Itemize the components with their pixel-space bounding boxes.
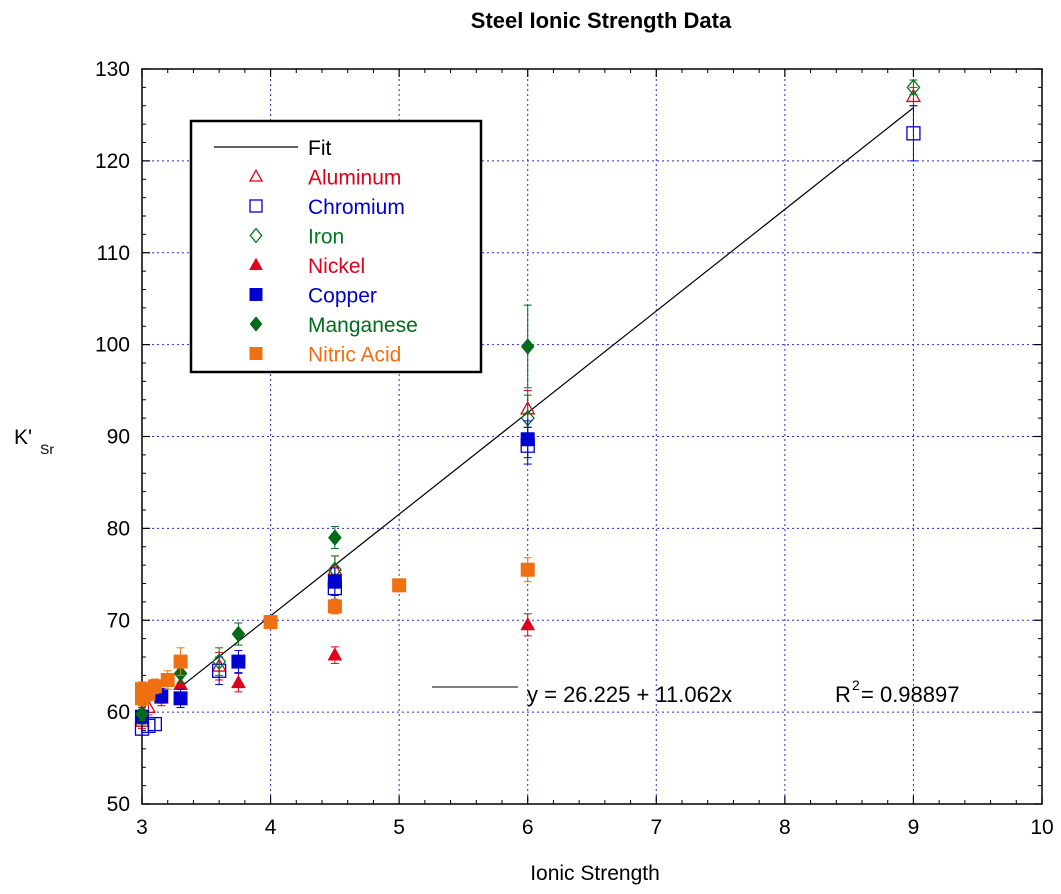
y-tick-label: 70 bbox=[107, 609, 130, 632]
data-point-copper bbox=[520, 432, 535, 447]
data-point-nitric-acid bbox=[263, 615, 278, 630]
y-tick-label: 80 bbox=[107, 517, 130, 540]
y-tick-label: 100 bbox=[95, 334, 130, 357]
data-point-iron bbox=[906, 78, 921, 96]
legend-marker-nitric-acid bbox=[249, 347, 263, 360]
legend-marker-manganese bbox=[249, 316, 263, 332]
legend-label-nitric-acid: Nitric Acid bbox=[308, 344, 401, 367]
data-point-nitric-acid bbox=[160, 672, 175, 687]
axis-ticks: 3 4 5 6 7 8 9 10 50 60 70 80 90 100 110 120 130 bbox=[95, 58, 1054, 839]
y-tick-label: 90 bbox=[107, 426, 130, 449]
x-tick-label: 9 bbox=[908, 816, 920, 839]
legend-label-iron: Iron bbox=[308, 226, 344, 249]
x-tick-label: 7 bbox=[650, 816, 662, 839]
data-point-copper bbox=[173, 691, 188, 706]
legend-fit-label: Fit bbox=[308, 137, 331, 160]
legend-label-nickel: Nickel bbox=[308, 255, 365, 278]
x-tick-label: 6 bbox=[522, 816, 534, 839]
legend-label-chromium: Chromium bbox=[308, 196, 405, 219]
legend-marker-iron bbox=[249, 227, 263, 244]
equation-text: y = 26.225 + 11.062x bbox=[527, 682, 732, 707]
y-axis-label-sub: Sr bbox=[40, 441, 54, 457]
series-nitric-acid bbox=[135, 557, 535, 707]
data-point-nitric-acid bbox=[392, 578, 407, 593]
data-point-nitric-acid bbox=[520, 562, 535, 577]
data-point-copper bbox=[231, 654, 246, 669]
y-tick-label: 130 bbox=[95, 58, 130, 81]
y-tick-label: 110 bbox=[97, 242, 130, 265]
chart-title: Steel Ionic Strength Data bbox=[471, 8, 732, 33]
data-point-iron bbox=[212, 653, 227, 671]
legend-label-manganese: Manganese bbox=[308, 314, 418, 337]
x-tick-label: 8 bbox=[779, 816, 791, 839]
legend-marker-aluminum bbox=[248, 168, 264, 182]
data-point-manganese bbox=[135, 705, 149, 723]
data-point-manganese bbox=[328, 529, 342, 546]
data-point-nitric-acid bbox=[327, 599, 342, 614]
fit-line bbox=[180, 107, 914, 688]
data-point-aluminum bbox=[905, 88, 922, 103]
series-copper bbox=[135, 420, 535, 724]
x-axis-label: Ionic Strength bbox=[530, 862, 660, 885]
legend-label-aluminum: Aluminum bbox=[308, 167, 401, 190]
y-tick-label: 120 bbox=[95, 150, 130, 173]
x-tick-label: 10 bbox=[1030, 816, 1053, 839]
legend-box bbox=[189, 119, 483, 374]
data-point-manganese bbox=[231, 625, 246, 643]
legend-marker-chromium bbox=[249, 199, 263, 213]
data-point-manganese bbox=[520, 338, 535, 355]
data-point-copper bbox=[327, 574, 342, 589]
data-point-nickel bbox=[520, 616, 536, 631]
x-tick-label: 4 bbox=[265, 816, 277, 839]
y-tick-label: 60 bbox=[107, 701, 130, 724]
legend: Fit Aluminum Chromium Iron Nickel Copper Manga… bbox=[189, 119, 483, 374]
data-points bbox=[134, 78, 922, 736]
data-point-nitric-acid bbox=[147, 679, 162, 694]
series-manganese bbox=[135, 304, 535, 723]
data-point-chromium bbox=[906, 126, 921, 141]
r2-superscript: 2 bbox=[852, 677, 860, 693]
fit-line-group bbox=[180, 107, 914, 688]
x-tick-label: 3 bbox=[136, 816, 148, 839]
y-axis-label-main: K' bbox=[14, 426, 32, 449]
legend-label-copper: Copper bbox=[308, 285, 377, 308]
y-tick-label: 50 bbox=[107, 793, 130, 816]
data-point-chromium bbox=[147, 716, 163, 732]
data-point-nickel bbox=[327, 647, 343, 661]
data-point-nitric-acid bbox=[173, 654, 188, 669]
r2-label: R bbox=[835, 682, 851, 707]
y-axis-label: K' Sr bbox=[14, 426, 54, 457]
fit-equation: y = 26.225 + 11.062x R 2 = 0.98897 bbox=[432, 677, 959, 707]
r2-value: = 0.98897 bbox=[861, 682, 959, 707]
legend-marker-copper bbox=[249, 288, 263, 301]
x-tick-label: 5 bbox=[393, 816, 405, 839]
series-nickel bbox=[134, 613, 536, 720]
legend-marker-nickel bbox=[249, 257, 263, 270]
data-point-nickel bbox=[231, 674, 246, 689]
